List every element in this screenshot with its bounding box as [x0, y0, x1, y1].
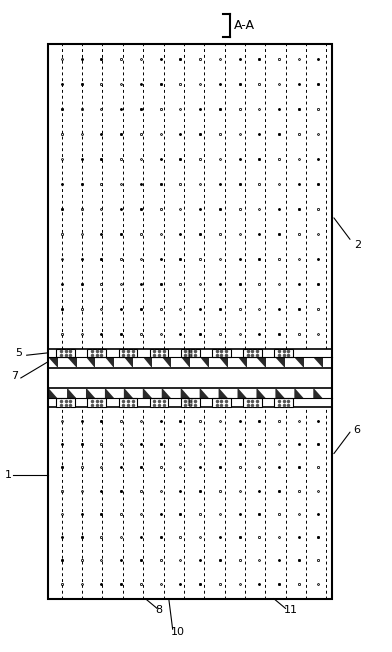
Polygon shape — [238, 388, 247, 398]
Bar — [118, 349, 137, 357]
Text: 8: 8 — [155, 605, 162, 615]
Text: 5: 5 — [15, 348, 22, 358]
Polygon shape — [313, 357, 323, 368]
Bar — [150, 398, 169, 407]
Polygon shape — [124, 357, 133, 368]
Bar — [243, 398, 262, 407]
Bar — [212, 398, 230, 407]
Polygon shape — [124, 388, 133, 398]
Polygon shape — [219, 357, 228, 368]
Polygon shape — [162, 388, 171, 398]
Bar — [56, 398, 75, 407]
Polygon shape — [276, 357, 285, 368]
Bar — [48, 44, 332, 599]
Polygon shape — [200, 357, 209, 368]
Bar — [150, 349, 169, 357]
Text: 10: 10 — [171, 627, 185, 638]
Polygon shape — [294, 388, 304, 398]
Text: 1: 1 — [4, 470, 11, 481]
Polygon shape — [143, 357, 152, 368]
Polygon shape — [181, 388, 190, 398]
Polygon shape — [86, 388, 95, 398]
Bar — [87, 398, 106, 407]
Text: |||: ||| — [187, 399, 194, 406]
Polygon shape — [313, 388, 323, 398]
Polygon shape — [276, 388, 285, 398]
Polygon shape — [256, 388, 266, 398]
Polygon shape — [48, 357, 58, 368]
Polygon shape — [86, 357, 95, 368]
Polygon shape — [162, 357, 171, 368]
Bar — [48, 349, 332, 368]
Polygon shape — [48, 388, 58, 398]
Text: 11: 11 — [283, 605, 298, 615]
Bar — [274, 398, 293, 407]
Text: 6: 6 — [354, 425, 361, 435]
Polygon shape — [105, 357, 114, 368]
Text: |||: ||| — [187, 349, 194, 357]
Bar — [48, 368, 332, 388]
Bar — [212, 349, 230, 357]
Polygon shape — [67, 388, 76, 398]
Bar — [56, 349, 75, 357]
Text: 7: 7 — [11, 371, 18, 381]
Bar — [274, 349, 293, 357]
Bar — [181, 349, 200, 357]
Polygon shape — [143, 388, 152, 398]
Polygon shape — [256, 357, 266, 368]
Polygon shape — [294, 357, 304, 368]
Text: A-A: A-A — [234, 19, 255, 32]
Bar — [243, 349, 262, 357]
Polygon shape — [181, 357, 190, 368]
Polygon shape — [219, 388, 228, 398]
Bar — [118, 398, 137, 407]
Polygon shape — [200, 388, 209, 398]
Bar — [87, 349, 106, 357]
Bar — [181, 398, 200, 407]
Polygon shape — [105, 388, 114, 398]
Bar — [48, 388, 332, 407]
Polygon shape — [67, 357, 76, 368]
Text: 2: 2 — [354, 240, 361, 250]
Polygon shape — [238, 357, 247, 368]
